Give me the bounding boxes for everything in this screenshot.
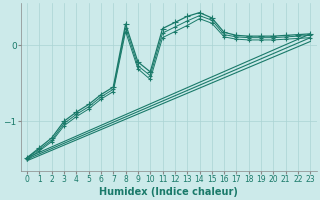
X-axis label: Humidex (Indice chaleur): Humidex (Indice chaleur) — [99, 187, 238, 197]
